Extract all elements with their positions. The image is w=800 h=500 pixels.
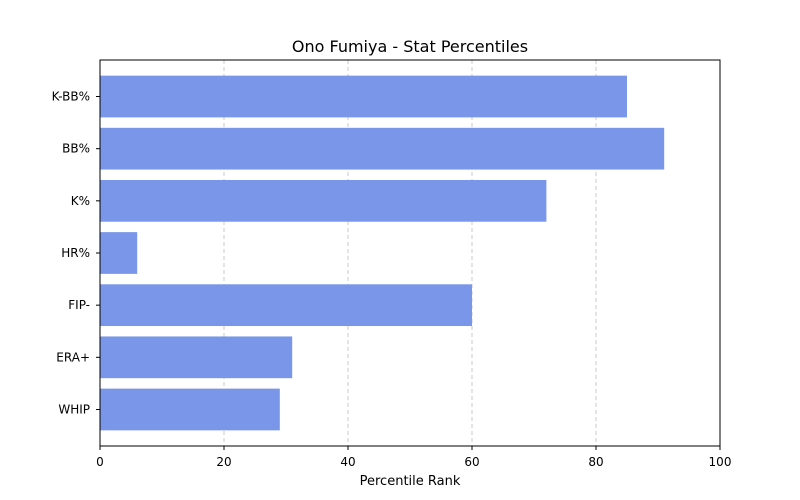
bar-whip: [100, 388, 280, 431]
x-tick-label-20: 20: [216, 455, 231, 469]
chart-title: Ono Fumiya - Stat Percentiles: [292, 37, 528, 56]
bar-era-: [100, 336, 293, 379]
x-axis-label: Percentile Rank: [360, 474, 461, 489]
x-tick-label-80: 80: [588, 455, 603, 469]
y-axis-ticks: K-BB% BB% K% HR% FIP- ERA+ WHIP: [52, 90, 100, 416]
grid-lines: [223, 60, 597, 446]
bar-k-: [100, 179, 547, 222]
plot-frame: [99, 59, 721, 447]
y-tick-label: K%: [71, 194, 90, 208]
bar-fip-: [100, 284, 472, 327]
y-tick-label: K-BB%: [52, 90, 90, 104]
bar-k-bb-: [100, 75, 627, 118]
y-tick-label: HR%: [61, 246, 90, 260]
x-tick-label-60: 60: [464, 455, 479, 469]
bars: [100, 75, 665, 431]
bar-hr-: [100, 232, 138, 274]
y-tick-label: FIP-: [68, 298, 90, 312]
x-tick-label-40: 40: [340, 455, 355, 469]
x-tick-label-100: 100: [709, 455, 732, 469]
y-tick-label: WHIP: [58, 402, 90, 416]
y-tick-label: BB%: [62, 142, 90, 156]
x-tick-label-0: 0: [96, 455, 104, 469]
y-tick-label: ERA+: [56, 350, 90, 364]
bar-bb-: [100, 127, 665, 170]
x-axis-ticks: 0 20 40 60 80 100: [96, 446, 731, 469]
